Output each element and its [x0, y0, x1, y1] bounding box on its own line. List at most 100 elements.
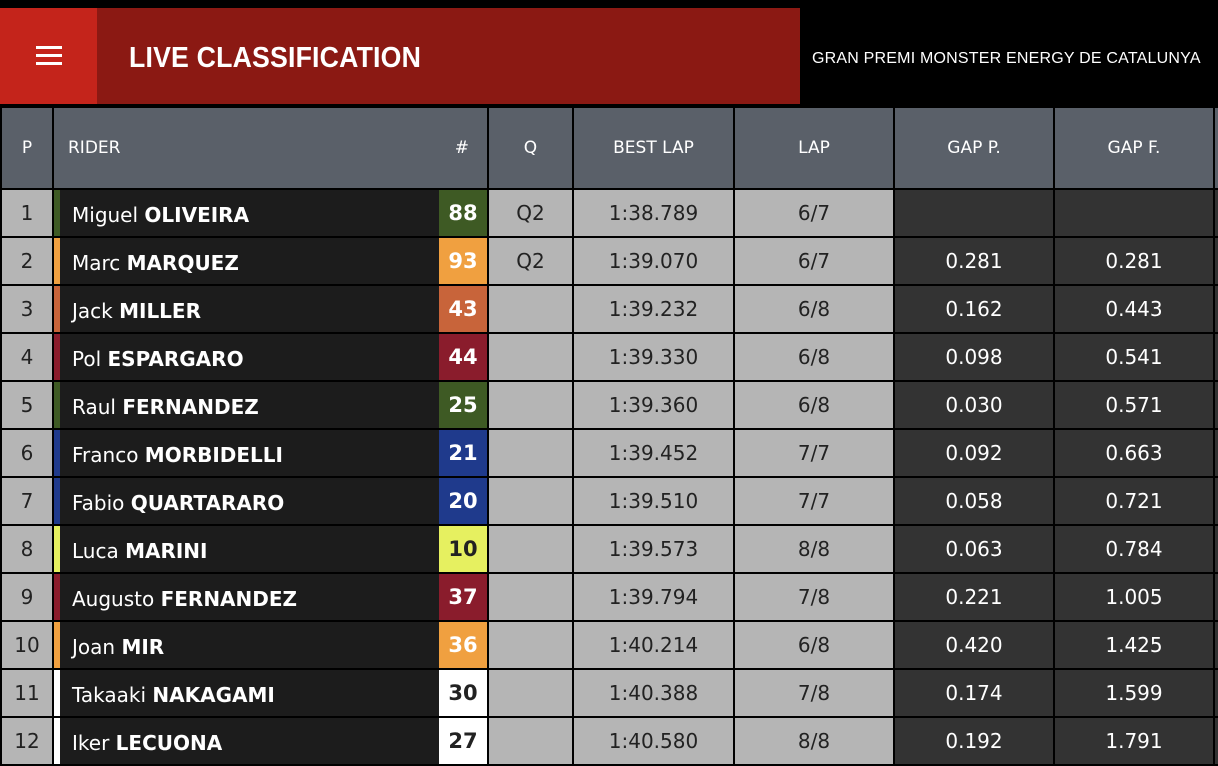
- col-header-rider[interactable]: RIDER #: [52, 106, 489, 190]
- extra-cell: [1213, 716, 1218, 766]
- table-row[interactable]: 6 Franco MORBIDELLI 21 1:39.452 7/7 0.092 0.66…: [0, 428, 1218, 478]
- table-row[interactable]: 12 Iker LECUONA 27 1:40.580 8/8 0.192 1.791: [0, 716, 1218, 766]
- best-lap-cell: 1:39.360: [572, 380, 735, 430]
- table-row[interactable]: 11 Takaaki NAKAGAMI 30 1:40.388 7/8 0.174 1.59…: [0, 668, 1218, 718]
- table-row[interactable]: 3 Jack MILLER 43 1:39.232 6/8 0.162 0.443: [0, 284, 1218, 334]
- col-header-lap[interactable]: LAP: [733, 106, 895, 190]
- rider-last-name: MILLER: [119, 299, 201, 323]
- table-row[interactable]: 8 Luca MARINI 10 1:39.573 8/8 0.063 0.784: [0, 524, 1218, 574]
- col-header-rider-label: RIDER: [68, 138, 121, 158]
- rider-number-badge: 21: [439, 431, 486, 475]
- rider-cell[interactable]: Takaaki NAKAGAMI 30: [52, 668, 489, 718]
- rider-cell[interactable]: Pol ESPARGARO 44: [52, 332, 489, 382]
- rider-name: Franco MORBIDELLI: [72, 443, 283, 467]
- team-color-stripe: [55, 431, 60, 475]
- extra-cell: [1213, 236, 1218, 286]
- gap-first-cell: 0.721: [1053, 476, 1215, 526]
- rider-name: Joan MIR: [72, 635, 164, 659]
- qualifying-cell: Q2: [487, 188, 574, 238]
- rider-first-name: Luca: [72, 539, 119, 563]
- rider-cell[interactable]: Miguel OLIVEIRA 88: [52, 188, 489, 238]
- page-title: LIVE CLASSIFICATION: [129, 42, 422, 74]
- extra-cell: [1213, 620, 1218, 670]
- gap-first-cell: 1.005: [1053, 572, 1215, 622]
- table-header-row: P RIDER # Q BEST LAP LAP GAP P. GAP F.: [0, 106, 1218, 190]
- gap-previous-cell: [893, 188, 1055, 238]
- rider-first-name: Pol: [72, 347, 102, 371]
- rider-first-name: Miguel: [72, 203, 139, 227]
- table-row[interactable]: 2 Marc MARQUEZ 93 Q2 1:39.070 6/7 0.281 0.281: [0, 236, 1218, 286]
- qualifying-cell: [487, 332, 574, 382]
- menu-button[interactable]: [0, 8, 97, 104]
- rider-name: Pol ESPARGARO: [72, 347, 244, 371]
- best-lap-cell: 1:40.388: [572, 668, 735, 718]
- table-row[interactable]: 1 Miguel OLIVEIRA 88 Q2 1:38.789 6/7: [0, 188, 1218, 238]
- rider-last-name: MIR: [121, 635, 165, 659]
- team-color-stripe: [55, 335, 60, 379]
- gap-previous-cell: 0.030: [893, 380, 1055, 430]
- rider-first-name: Raul: [72, 395, 116, 419]
- lap-cell: 6/7: [733, 188, 895, 238]
- rider-first-name: Takaaki: [72, 683, 147, 707]
- col-header-gap-first[interactable]: GAP F.: [1053, 106, 1215, 190]
- rider-first-name: Jack: [72, 299, 113, 323]
- gap-previous-cell: 0.420: [893, 620, 1055, 670]
- position-cell: 11: [0, 668, 54, 718]
- rider-name: Luca MARINI: [72, 539, 207, 563]
- rider-cell[interactable]: Fabio QUARTARARO 20: [52, 476, 489, 526]
- rider-number-badge: 20: [439, 479, 486, 523]
- event-name: GRAN PREMI MONSTER ENERGY DE CATALUNYA: [812, 50, 1201, 67]
- qualifying-cell: [487, 380, 574, 430]
- lap-cell: 8/8: [733, 716, 895, 766]
- gap-previous-cell: 0.058: [893, 476, 1055, 526]
- rider-first-name: Joan: [72, 635, 116, 659]
- col-header-position[interactable]: P: [0, 106, 54, 190]
- table-row[interactable]: 5 Raul FERNANDEZ 25 1:39.360 6/8 0.030 0.571: [0, 380, 1218, 430]
- gap-previous-cell: 0.162: [893, 284, 1055, 334]
- table-row[interactable]: 4 Pol ESPARGARO 44 1:39.330 6/8 0.098 0.541: [0, 332, 1218, 382]
- gap-previous-cell: 0.221: [893, 572, 1055, 622]
- gap-previous-cell: 0.092: [893, 428, 1055, 478]
- team-color-stripe: [55, 527, 60, 571]
- rider-cell[interactable]: Iker LECUONA 27: [52, 716, 489, 766]
- best-lap-cell: 1:39.510: [572, 476, 735, 526]
- rider-last-name: MARINI: [125, 539, 208, 563]
- rider-cell[interactable]: Luca MARINI 10: [52, 524, 489, 574]
- rider-number-badge: 44: [439, 335, 486, 379]
- table-row[interactable]: 7 Fabio QUARTARARO 20 1:39.510 7/7 0.058 0.721: [0, 476, 1218, 526]
- rider-name: Fabio QUARTARARO: [72, 491, 284, 515]
- rider-cell[interactable]: Marc MARQUEZ 93: [52, 236, 489, 286]
- rider-last-name: MORBIDELLI: [144, 443, 283, 467]
- position-cell: 5: [0, 380, 54, 430]
- rider-cell[interactable]: Joan MIR 36: [52, 620, 489, 670]
- extra-cell: [1213, 188, 1218, 238]
- extra-cell: [1213, 332, 1218, 382]
- rider-cell[interactable]: Franco MORBIDELLI 21: [52, 428, 489, 478]
- position-cell: 12: [0, 716, 54, 766]
- gap-first-cell: 1.599: [1053, 668, 1215, 718]
- classification-table: P RIDER # Q BEST LAP LAP GAP P. GAP F. 1…: [0, 106, 1218, 766]
- position-cell: 1: [0, 188, 54, 238]
- qualifying-cell: [487, 428, 574, 478]
- extra-cell: [1213, 524, 1218, 574]
- lap-cell: 7/7: [733, 476, 895, 526]
- lap-cell: 6/8: [733, 380, 895, 430]
- col-header-gap-previous[interactable]: GAP P.: [893, 106, 1055, 190]
- top-bar: LIVE CLASSIFICATION GRAN PREMI MONSTER E…: [0, 0, 1218, 104]
- best-lap-cell: 1:40.214: [572, 620, 735, 670]
- table-row[interactable]: 9 Augusto FERNANDEZ 37 1:39.794 7/8 0.221 1.00…: [0, 572, 1218, 622]
- rider-cell[interactable]: Augusto FERNANDEZ 37: [52, 572, 489, 622]
- col-header-best-lap[interactable]: BEST LAP: [572, 106, 735, 190]
- lap-cell: 6/8: [733, 284, 895, 334]
- rider-cell[interactable]: Raul FERNANDEZ 25: [52, 380, 489, 430]
- rider-cell[interactable]: Jack MILLER 43: [52, 284, 489, 334]
- best-lap-cell: 1:39.232: [572, 284, 735, 334]
- qualifying-cell: Q2: [487, 236, 574, 286]
- col-header-qualifying[interactable]: Q: [487, 106, 574, 190]
- team-color-stripe: [55, 287, 60, 331]
- table-row[interactable]: 10 Joan MIR 36 1:40.214 6/8 0.420 1.425: [0, 620, 1218, 670]
- hamburger-menu-icon[interactable]: [36, 46, 62, 66]
- rider-name: Miguel OLIVEIRA: [72, 203, 249, 227]
- extra-cell: [1213, 572, 1218, 622]
- team-color-stripe: [55, 383, 60, 427]
